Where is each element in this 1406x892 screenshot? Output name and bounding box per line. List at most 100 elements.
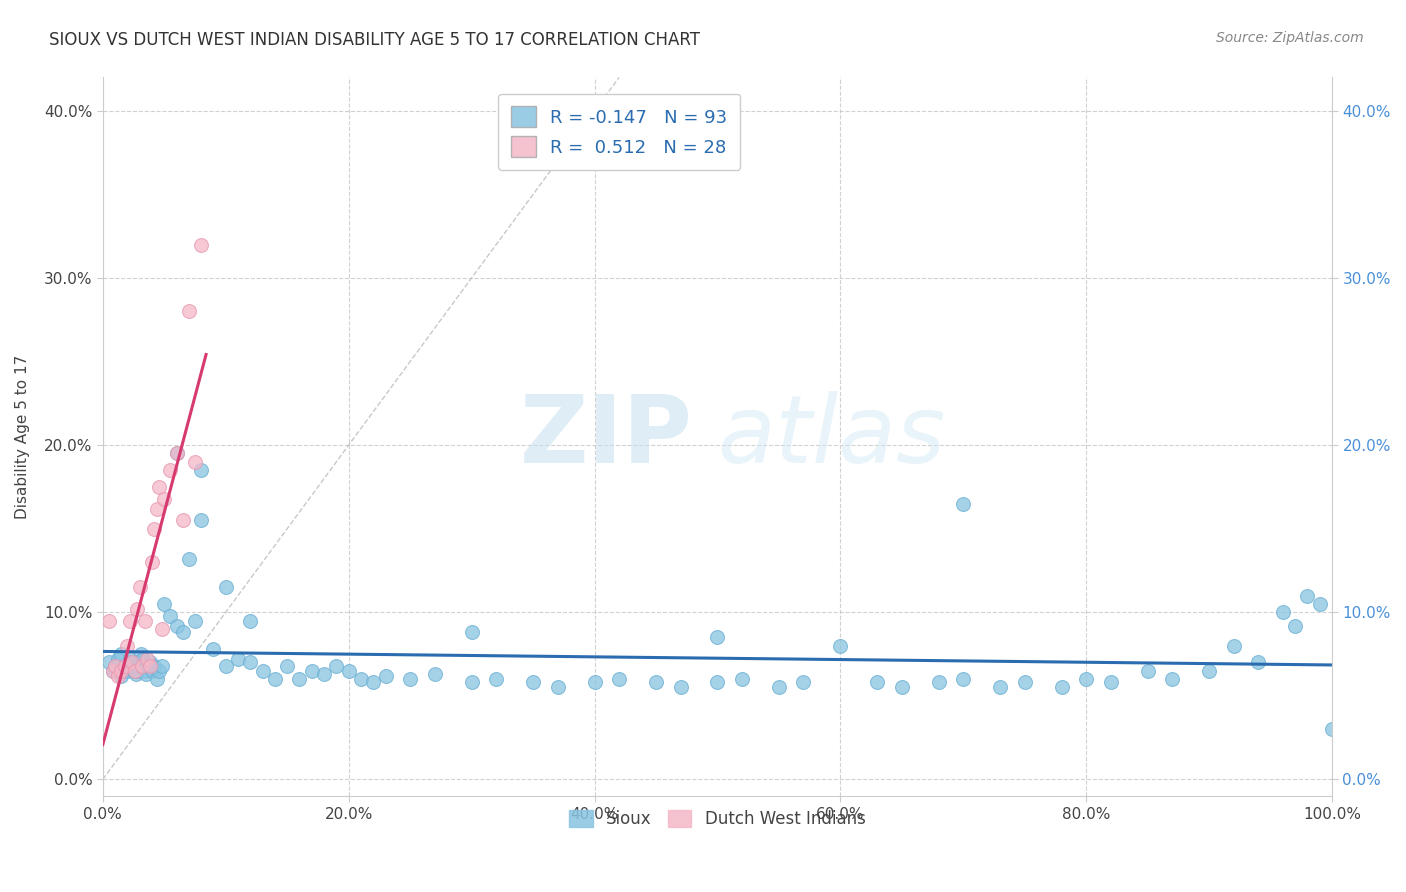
Point — [215, 658, 238, 673]
Point — [127, 664, 149, 678]
Point — [928, 675, 950, 690]
Point — [172, 513, 194, 527]
Point — [177, 304, 200, 318]
Point — [1320, 723, 1343, 737]
Text: SIOUX VS DUTCH WEST INDIAN DISABILITY AGE 5 TO 17 CORRELATION CHART: SIOUX VS DUTCH WEST INDIAN DISABILITY AG… — [49, 31, 700, 49]
Point — [132, 652, 155, 666]
Point — [136, 652, 159, 666]
Point — [150, 622, 173, 636]
Point — [148, 664, 170, 678]
Point — [522, 675, 544, 690]
Point — [374, 669, 396, 683]
Point — [252, 664, 274, 678]
Point — [125, 667, 148, 681]
Point — [146, 501, 169, 516]
Point — [135, 667, 157, 681]
Point — [226, 652, 249, 666]
Point — [1309, 597, 1331, 611]
Point — [830, 639, 852, 653]
Point — [1284, 618, 1306, 632]
Point — [792, 675, 814, 690]
Point — [264, 672, 287, 686]
Point — [121, 658, 143, 673]
Point — [607, 672, 630, 686]
Point — [138, 658, 160, 673]
Point — [460, 675, 482, 690]
Point — [143, 522, 166, 536]
Point — [101, 664, 124, 678]
Point — [166, 618, 188, 632]
Point — [143, 658, 166, 673]
Point — [399, 672, 422, 686]
Point — [124, 664, 146, 678]
Point — [127, 658, 149, 673]
Point — [134, 614, 156, 628]
Point — [128, 580, 150, 594]
Point — [988, 681, 1011, 695]
Text: atlas: atlas — [717, 392, 946, 483]
Point — [150, 658, 173, 673]
Point — [276, 658, 298, 673]
Point — [190, 513, 212, 527]
Point — [288, 672, 311, 686]
Point — [138, 656, 160, 670]
Point — [117, 656, 139, 670]
Point — [1050, 681, 1073, 695]
Point — [952, 497, 974, 511]
Point — [118, 614, 141, 628]
Point — [134, 664, 156, 678]
Point — [121, 656, 143, 670]
Point — [159, 463, 181, 477]
Point — [131, 658, 153, 673]
Point — [1136, 664, 1159, 678]
Point — [1014, 675, 1036, 690]
Point — [148, 480, 170, 494]
Point — [110, 664, 132, 678]
Point — [184, 614, 207, 628]
Point — [107, 652, 129, 666]
Point — [215, 580, 238, 594]
Point — [1296, 589, 1319, 603]
Point — [239, 614, 262, 628]
Point — [153, 597, 176, 611]
Point — [117, 639, 139, 653]
Point — [104, 658, 127, 673]
Point — [104, 658, 127, 673]
Point — [124, 656, 146, 670]
Point — [107, 669, 129, 683]
Text: ZIP: ZIP — [520, 391, 693, 483]
Point — [1099, 675, 1122, 690]
Point — [128, 656, 150, 670]
Point — [136, 658, 159, 673]
Point — [202, 642, 225, 657]
Point — [190, 463, 212, 477]
Point — [177, 551, 200, 566]
Point — [485, 672, 508, 686]
Point — [645, 675, 668, 690]
Point — [350, 672, 373, 686]
Point — [239, 656, 262, 670]
Point — [1271, 605, 1294, 619]
Point — [117, 664, 139, 678]
Point — [120, 662, 142, 676]
Point — [301, 664, 323, 678]
Point — [361, 675, 384, 690]
Point — [166, 446, 188, 460]
Point — [706, 675, 728, 690]
Point — [101, 664, 124, 678]
Point — [460, 625, 482, 640]
Point — [159, 608, 181, 623]
Point — [423, 667, 446, 681]
Point — [1076, 672, 1098, 686]
Point — [583, 675, 606, 690]
Point — [129, 647, 152, 661]
Point — [1222, 639, 1244, 653]
Point — [172, 625, 194, 640]
Point — [110, 647, 132, 661]
Point — [127, 602, 149, 616]
Point — [337, 664, 360, 678]
Point — [184, 455, 207, 469]
Y-axis label: Disability Age 5 to 17: Disability Age 5 to 17 — [15, 355, 30, 519]
Point — [952, 672, 974, 686]
Point — [97, 656, 120, 670]
